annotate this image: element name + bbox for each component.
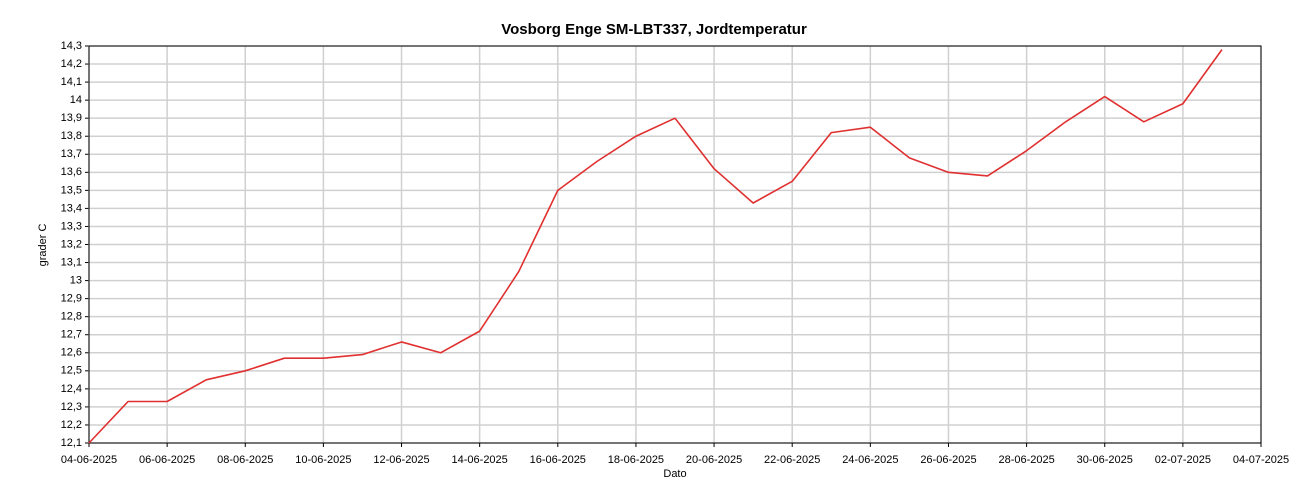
y-tick-label: 13,4 [61,202,82,214]
y-tick-label: 12,8 [61,311,82,323]
y-tick-label: 13 [70,274,82,286]
y-tick-label: 14,1 [61,76,82,88]
y-tick-label: 13,2 [61,238,82,250]
y-tick-label: 14,2 [61,58,82,70]
x-tick-label: 12-06-2025 [373,454,429,466]
data-line [88,49,1223,444]
x-tick-label: 04-07-2025 [1233,454,1289,466]
plot-frame [88,45,1262,444]
y-tick-label: 12,9 [61,293,82,305]
x-tick-label: 24-06-2025 [842,454,898,466]
y-tick-label: 13,5 [61,184,82,196]
x-tick-label: 20-06-2025 [686,454,742,466]
y-axis-label: grader C [37,224,49,267]
x-tick-label: 22-06-2025 [764,454,820,466]
y-tick-label: 12,7 [61,329,82,341]
y-tick-label: 13,9 [61,112,82,124]
x-tick-label: 06-06-2025 [139,454,195,466]
x-tick-label: 28-06-2025 [998,454,1054,466]
x-tick-label: 18-06-2025 [608,454,664,466]
x-tick-label: 30-06-2025 [1077,454,1133,466]
y-tick-label: 13,3 [61,220,82,232]
y-tick-label: 12,4 [61,383,82,395]
y-tick-label: 14,3 [61,40,82,52]
x-tick-label: 08-06-2025 [217,454,273,466]
y-tick-label: 13,6 [61,166,82,178]
y-tick-label: 14 [70,94,82,106]
x-tick-label: 26-06-2025 [920,454,976,466]
x-tick-label: 16-06-2025 [530,454,586,466]
y-tick-label: 12,1 [61,437,82,449]
y-tick-label: 12,5 [61,365,82,377]
y-tick-label: 13,1 [61,256,82,268]
x-tick-label: 02-07-2025 [1155,454,1211,466]
y-tick-label: 13,7 [61,148,82,160]
x-tick-label: 04-06-2025 [61,454,117,466]
y-tick-label: 12,3 [61,401,82,413]
chart-title: Vosborg Enge SM-LBT337, Jordtemperatur [501,21,807,38]
x-tick-label: 10-06-2025 [295,454,351,466]
x-axis-label: Dato [663,468,686,480]
y-tick-label: 13,8 [61,130,82,142]
x-tick-label: 14-06-2025 [452,454,508,466]
y-tick-label: 12,2 [61,419,82,431]
y-tick-label: 12,6 [61,347,82,359]
